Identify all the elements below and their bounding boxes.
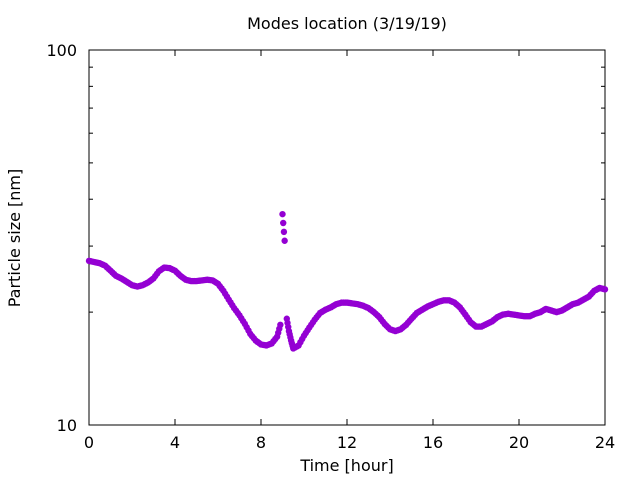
data-point [280, 228, 288, 236]
x-tick-label: 0 [84, 433, 94, 452]
data-point [279, 210, 286, 218]
y-tick-label: 100 [46, 41, 77, 60]
y-axis-label: Particle size [nm] [5, 169, 24, 308]
x-tick-label: 20 [509, 433, 529, 452]
x-axis: 0 4 8 12 16 20 24 [84, 50, 615, 452]
data-point [601, 286, 609, 293]
data-point [280, 219, 287, 227]
x-tick-label: 8 [256, 433, 266, 452]
x-axis-label: Time [hour] [299, 456, 393, 475]
x-tick-label: 24 [595, 433, 615, 452]
data-point [281, 237, 288, 244]
plot-frame [88, 49, 606, 426]
y-tick-label: 10 [57, 416, 77, 435]
chart-title: Modes location (3/19/19) [247, 14, 447, 33]
x-tick-label: 4 [170, 433, 180, 452]
y-axis: 10 100 [46, 41, 605, 435]
data-series [85, 210, 609, 352]
x-tick-label: 16 [423, 433, 443, 452]
data-point [277, 321, 284, 329]
x-tick-label: 12 [337, 433, 357, 452]
